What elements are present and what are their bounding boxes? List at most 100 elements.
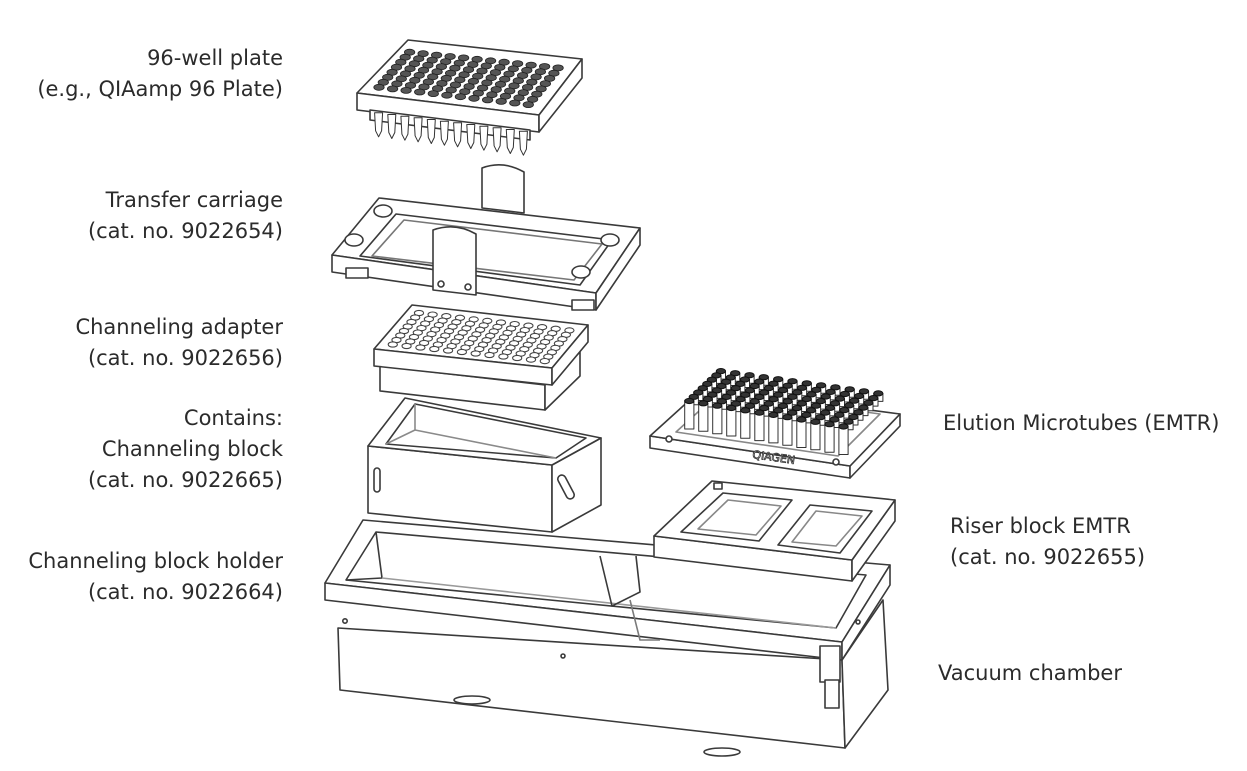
microtube-body — [839, 427, 848, 455]
label-96-well-plate: 96-well plate (e.g., QIAamp 96 Plate) — [37, 43, 283, 105]
microtube-top — [745, 403, 754, 408]
microtube-top — [855, 393, 864, 398]
microtube-top — [755, 410, 764, 415]
microtube-top — [844, 419, 853, 424]
plate-outlet-tip — [375, 113, 383, 137]
adapter-well — [499, 354, 508, 359]
microtube-top — [816, 415, 825, 420]
plate-outlet-tip — [414, 118, 422, 142]
microtube-body — [699, 403, 708, 431]
microtube-top — [816, 399, 825, 404]
label-channeling-block-title: Channeling block — [101, 437, 283, 461]
channeling-adapter-wells — [388, 310, 574, 363]
microtube-top — [826, 405, 835, 410]
microtube-top — [736, 381, 745, 386]
microtube-top — [812, 387, 821, 392]
label-vacuum-chamber-title: Vacuum chamber — [938, 661, 1122, 685]
microtube-top — [778, 403, 787, 408]
microtube-top — [745, 388, 754, 393]
microtube-top — [755, 394, 764, 399]
plate-outlet-tip — [493, 128, 501, 152]
transfer-carriage-part — [332, 165, 640, 310]
microtube-top — [830, 417, 839, 422]
plate-well — [510, 100, 520, 106]
microtube-top — [769, 397, 778, 402]
microtube-top — [854, 410, 863, 415]
plate-well — [442, 92, 452, 98]
microtube-top — [802, 412, 811, 417]
microtube-top — [731, 401, 740, 406]
label-channeling-block-holder: Channeling block holder (cat. no. 902266… — [28, 546, 283, 608]
adapter-well — [457, 349, 466, 354]
microtube-top — [797, 401, 806, 406]
microtube-top — [722, 394, 731, 399]
microtube-top — [750, 399, 759, 404]
plate-well — [482, 97, 492, 103]
microtube-top — [825, 422, 834, 427]
microtube-top — [760, 406, 769, 411]
microtube-top — [764, 401, 773, 406]
microtube-top — [788, 379, 797, 384]
label-96-well-plate-title: 96-well plate — [147, 46, 283, 70]
microtube-top — [774, 408, 783, 413]
label-channeling-adapter-title: Channeling adapter — [75, 315, 283, 339]
microtube-top — [807, 408, 816, 413]
microtube-top — [750, 383, 759, 388]
microtube-top — [859, 405, 868, 410]
microtube-top — [713, 403, 722, 408]
microtube-body — [727, 408, 736, 436]
microtube-top — [740, 377, 749, 382]
microtube-top — [802, 381, 811, 386]
microtube-top — [774, 377, 783, 382]
microtube-top — [845, 403, 854, 408]
label-elution-microtubes: Elution Microtubes (EMTR) — [943, 408, 1219, 439]
plate-outlet-tip — [480, 126, 488, 150]
microtube-top — [807, 392, 816, 397]
microtube-top — [727, 405, 736, 410]
label-channeling-adapter: Channeling adapter (cat. no. 9022656) — [75, 312, 283, 374]
microtube-top — [778, 388, 787, 393]
microtube-top — [759, 375, 768, 380]
label-elution-microtubes-title: Elution Microtubes (EMTR) — [943, 411, 1220, 435]
microtube-top — [741, 408, 750, 413]
microtube-top — [826, 389, 835, 394]
microtube-body — [741, 410, 750, 438]
adapter-well — [513, 355, 522, 360]
plate-well — [387, 86, 397, 92]
microtube-top — [760, 390, 769, 395]
label-riser-block-title: Riser block EMTR — [950, 514, 1131, 538]
plate-well — [523, 102, 533, 108]
microtube-body — [713, 406, 722, 434]
microtube-top — [783, 415, 792, 420]
microtube-top — [864, 400, 873, 405]
channeling-block-part — [368, 398, 601, 532]
microtube-top — [755, 379, 764, 384]
microtube-top — [783, 399, 792, 404]
microtube-top — [835, 412, 844, 417]
label-transfer-carriage-title: Transfer carriage — [105, 188, 283, 212]
microtube-top — [792, 406, 801, 411]
microtube-top — [839, 424, 848, 429]
microtube-top — [741, 392, 750, 397]
label-transfer-carriage: Transfer carriage (cat. no. 9022654) — [88, 185, 283, 247]
96-well-plate-wells — [374, 49, 564, 107]
microtube-body — [755, 413, 764, 441]
adapter-well — [526, 357, 535, 362]
microtube-top — [797, 417, 806, 422]
microtube-top — [708, 392, 717, 397]
label-channeling-block-holder-title: Channeling block holder — [28, 549, 283, 573]
microtube-top — [745, 373, 754, 378]
microtube-top — [831, 385, 840, 390]
emtr-brand-text: QIAGEN — [752, 448, 796, 467]
adapter-well — [430, 346, 439, 351]
label-vacuum-chamber: Vacuum chamber — [938, 658, 1122, 689]
adapter-well — [416, 345, 425, 350]
plate-outlet-tip — [467, 125, 475, 149]
microtube-top — [840, 391, 849, 396]
microtube-body — [811, 422, 820, 450]
microtube-top — [849, 414, 858, 419]
microtube-top — [783, 383, 792, 388]
microtube-top — [821, 410, 830, 415]
plate-well — [455, 94, 465, 100]
